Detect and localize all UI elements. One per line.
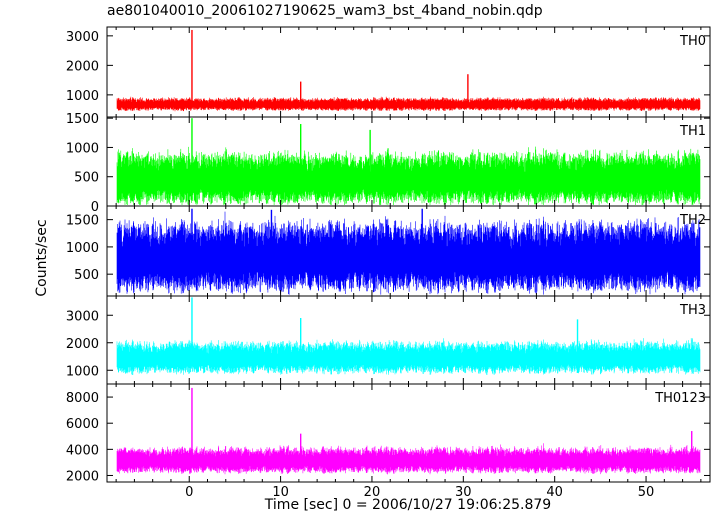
- y-tick-label-th0123-0: 2000: [66, 469, 99, 484]
- y-tick-label-th0123-1: 4000: [66, 443, 99, 458]
- y-tick-label-th2-2: 1500: [66, 214, 99, 229]
- panel-label-th0123: TH0123: [654, 391, 706, 406]
- panel-label-th2: TH2: [679, 213, 706, 228]
- y-tick-label-th3-1: 2000: [66, 337, 99, 352]
- y-tick-label-th1-0: 0: [91, 200, 99, 215]
- y-tick-label-th0-1: 2000: [66, 59, 99, 74]
- y-tick-label-th2-1: 1000: [66, 241, 99, 256]
- series-th2-trace: [116, 211, 701, 295]
- x-tick-label-3: 30: [455, 485, 472, 500]
- chart-title: ae801040010_20061027190625_wam3_bst_4ban…: [107, 3, 543, 19]
- series-th0123-trace: [116, 443, 701, 475]
- y-tick-label-th3-0: 1000: [66, 364, 99, 379]
- series-th1-trace: [116, 146, 701, 205]
- x-tick-label-0: 0: [185, 485, 193, 500]
- y-tick-label-th1-3: 1500: [66, 112, 99, 127]
- y-tick-label-th1-2: 1000: [66, 141, 99, 156]
- panel-label-th0: TH0: [679, 34, 706, 49]
- x-tick-label-1: 10: [272, 485, 289, 500]
- panel-label-th1: TH1: [679, 124, 706, 139]
- y-tick-label-th0123-3: 8000: [66, 391, 99, 406]
- x-tick-label-5: 50: [638, 485, 655, 500]
- series-th3-trace: [116, 338, 701, 375]
- panel-label-th3: TH3: [679, 303, 706, 318]
- y-tick-label-th1-1: 500: [74, 171, 99, 186]
- y-tick-label-th0-2: 3000: [66, 30, 99, 45]
- y-tick-label-th2-0: 500: [74, 268, 99, 283]
- y-tick-label-th0-0: 1000: [66, 89, 99, 104]
- y-tick-label-th3-2: 3000: [66, 309, 99, 324]
- x-axis-label: Time [sec] 0 = 2006/10/27 19:06:25.879: [264, 497, 552, 513]
- series-th0-trace: [116, 96, 701, 112]
- x-tick-label-4: 40: [546, 485, 563, 500]
- y-tick-label-th0123-2: 6000: [66, 417, 99, 432]
- x-tick-label-2: 20: [364, 485, 381, 500]
